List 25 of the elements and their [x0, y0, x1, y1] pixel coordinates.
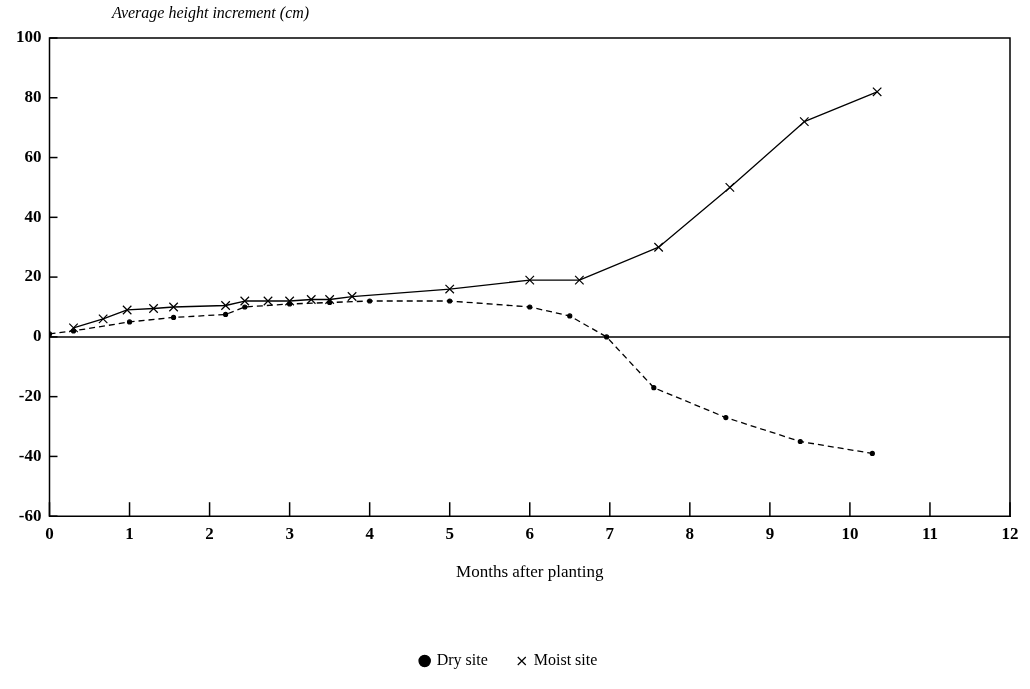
x-tick-label: 6	[525, 523, 534, 543]
x-tick-label: 8	[685, 523, 695, 543]
x-tick-label: 4	[365, 523, 375, 543]
x-tick-label: 11	[921, 523, 938, 543]
y-tick-label: 100	[16, 27, 42, 47]
x-tick-label: 9	[765, 523, 775, 543]
y-tick-label: 60	[24, 146, 42, 166]
y-tick-label: 80	[24, 87, 42, 107]
x-tick-label: 10	[841, 523, 859, 543]
x-tick-label: 5	[445, 523, 454, 543]
y-tick-label: 20	[24, 266, 42, 286]
y-tick-label: -60	[18, 505, 42, 525]
x-tick-label: 2	[205, 523, 214, 543]
y-tick-label: -20	[18, 386, 42, 406]
x-axis-title: Months after planting	[456, 562, 604, 582]
x-tick-label: 1	[125, 523, 134, 543]
x-tick-label: 7	[605, 523, 615, 543]
x-tick-label: 12	[1001, 523, 1019, 543]
y-tick-label: -40	[18, 445, 42, 465]
legend-label: Moist site	[533, 651, 598, 669]
y-tick-label: 0	[33, 326, 42, 346]
y-axis-title: Average height increment (cm)	[112, 4, 310, 22]
x-tick-label: 3	[285, 523, 294, 543]
y-tick-label: 40	[24, 206, 42, 226]
legend-label: Dry site	[436, 651, 488, 670]
